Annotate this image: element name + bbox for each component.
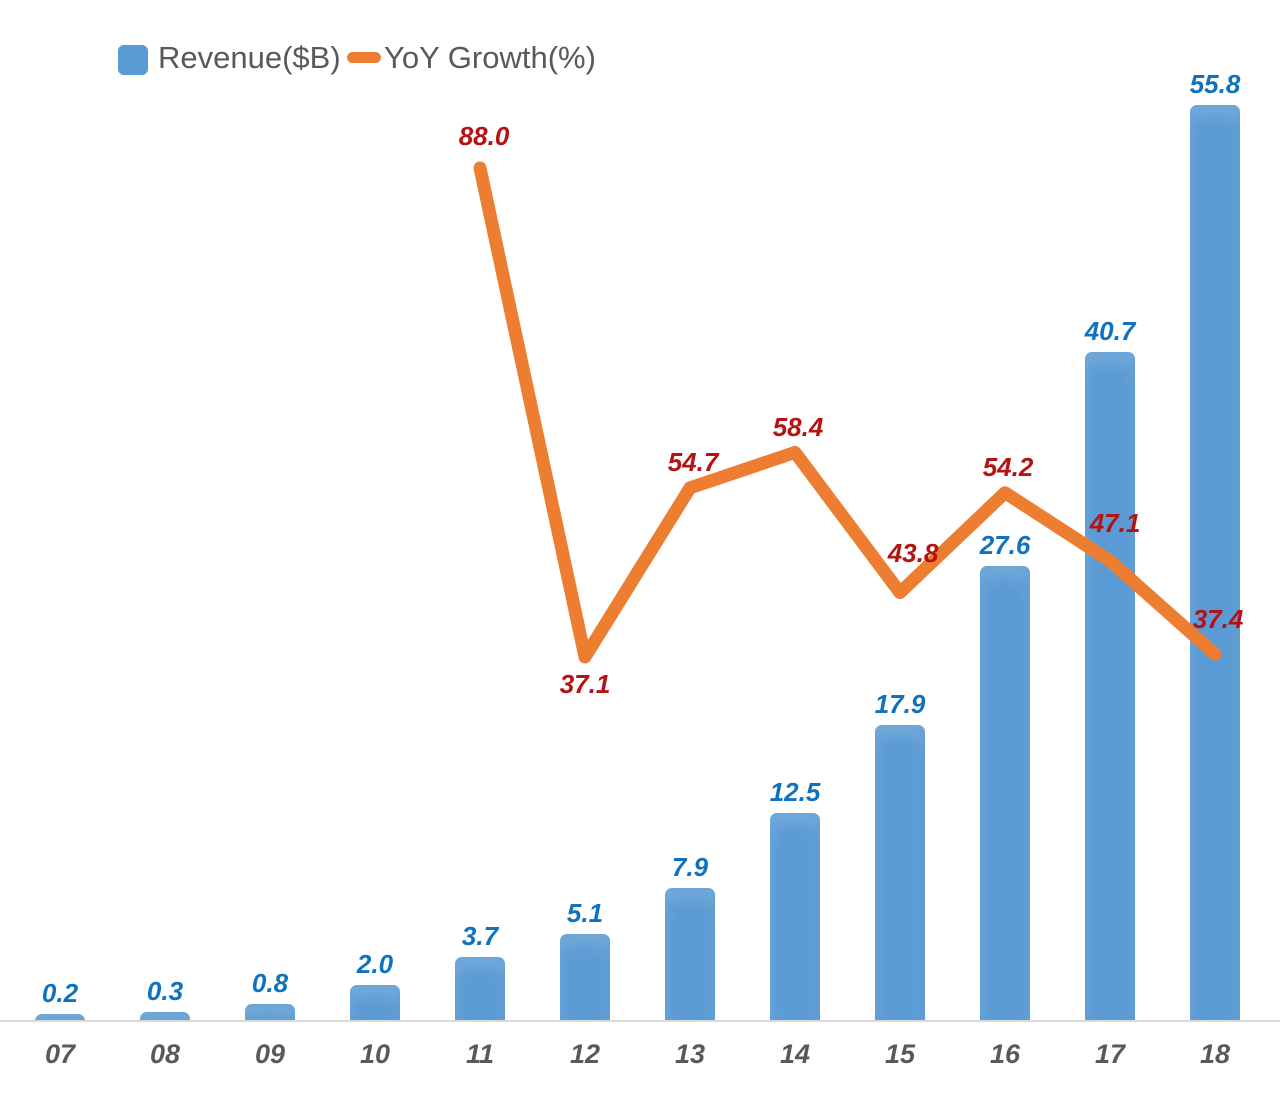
revenue-bar-08 xyxy=(140,1012,190,1022)
growth-legend-line-icon xyxy=(347,52,381,63)
yoy-growth-value-label-12: 37.1 xyxy=(559,668,611,699)
revenue-value-label-11: 3.7 xyxy=(461,920,499,951)
revenue-legend-swatch-icon xyxy=(118,45,148,75)
revenue-value-label-09: 0.8 xyxy=(251,968,289,999)
x-axis-label-09: 09 xyxy=(254,1039,286,1069)
x-axis-label-17: 17 xyxy=(1094,1039,1126,1069)
revenue-value-label-10: 2.0 xyxy=(356,948,394,979)
x-axis-line xyxy=(0,1020,1280,1022)
x-axis-label-18: 18 xyxy=(1199,1039,1231,1069)
yoy-growth-value-label-11: 88.0 xyxy=(458,121,510,151)
x-axis-label-13: 13 xyxy=(674,1039,706,1069)
yoy-growth-value-label-15: 43.8 xyxy=(887,537,939,568)
revenue-bar-18 xyxy=(1190,104,1240,1022)
yoy-growth-value-label-13: 54.7 xyxy=(667,446,719,477)
revenue-bar-14 xyxy=(770,812,820,1022)
revenue-value-label-13: 7.9 xyxy=(671,852,709,883)
yoy-growth-value-label-17: 47.1 xyxy=(1089,507,1141,538)
yoy-growth-value-label-14: 58.4 xyxy=(772,412,824,443)
revenue-value-label-17: 40.7 xyxy=(1084,315,1136,346)
x-axis-label-14: 14 xyxy=(779,1039,811,1069)
revenue-value-label-16: 27.6 xyxy=(979,530,1031,561)
revenue-bar-17 xyxy=(1085,351,1135,1022)
x-axis-label-11: 11 xyxy=(465,1039,495,1069)
x-axis-label-12: 12 xyxy=(569,1039,601,1069)
revenue-value-label-07: 0.2 xyxy=(41,978,79,1008)
revenue-bar-13 xyxy=(665,888,715,1022)
x-axis-label-08: 08 xyxy=(149,1039,181,1069)
growth-legend-label: YoY Growth(%) xyxy=(384,40,596,75)
revenue-bar-16 xyxy=(980,566,1030,1022)
yoy-growth-value-label-18: 37.4 xyxy=(1192,604,1244,635)
revenue-bar-07 xyxy=(35,1014,85,1022)
revenue-bar-11 xyxy=(455,956,505,1022)
revenue-bar-15 xyxy=(875,724,925,1022)
revenue-bar-12 xyxy=(560,933,610,1022)
revenue-legend-label: Revenue($B) xyxy=(158,40,341,75)
chart-legend: Revenue($B) YoY Growth(%) xyxy=(0,0,1280,90)
revenue-bar-09 xyxy=(245,1004,295,1022)
revenue-bar-10 xyxy=(350,984,400,1022)
x-axis-label-07: 07 xyxy=(44,1039,76,1069)
yoy-growth-value-label-16: 54.2 xyxy=(982,451,1034,482)
x-axis-label-16: 16 xyxy=(989,1039,1021,1069)
x-axis-label-10: 10 xyxy=(359,1039,391,1069)
revenue-value-label-15: 17.9 xyxy=(874,688,926,719)
x-axis-label-15: 15 xyxy=(884,1039,916,1069)
revenue-value-label-18: 55.8 xyxy=(1189,68,1241,99)
revenue-value-label-08: 0.3 xyxy=(146,976,184,1007)
revenue-value-label-12: 5.1 xyxy=(566,897,604,928)
revenue-value-label-14: 12.5 xyxy=(769,776,821,807)
